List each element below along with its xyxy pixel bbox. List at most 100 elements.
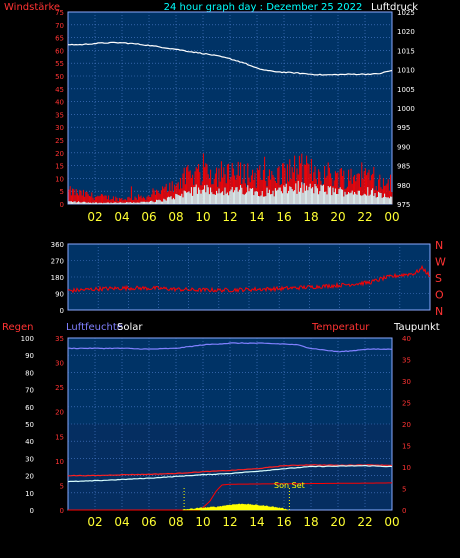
pressure-tick-980: 980 bbox=[397, 182, 410, 190]
sunset-annotation: Son Set bbox=[274, 481, 305, 490]
humidity-tick-10: 10 bbox=[25, 490, 34, 498]
pressure-tick-975: 975 bbox=[397, 201, 410, 209]
wind-x-tick-10: 10 bbox=[195, 210, 210, 224]
solar-axis-title: Solar bbox=[117, 322, 143, 333]
dewpoint-series bbox=[67, 465, 393, 483]
rain-tick-5: 5 bbox=[60, 482, 64, 490]
direction-label-2: S bbox=[435, 272, 442, 285]
wind-tick-0: 0 bbox=[60, 201, 64, 209]
humidity-tick-40: 40 bbox=[25, 438, 34, 446]
pressure-tick-1015: 1015 bbox=[397, 47, 415, 55]
wind-x-tick-14: 14 bbox=[249, 210, 264, 224]
rain-tick-35: 35 bbox=[55, 335, 64, 343]
climate-x-tick-20: 20 bbox=[330, 515, 345, 529]
climate-x-tick-14: 14 bbox=[249, 515, 264, 529]
pressure-series bbox=[67, 41, 393, 76]
climate-x-tick-08: 08 bbox=[168, 515, 183, 529]
pressure-tick-1025: 1025 bbox=[397, 9, 415, 17]
humidity-tick-50: 50 bbox=[25, 421, 34, 429]
direction-tick-360: 360 bbox=[51, 241, 64, 249]
temperature-tick-25: 25 bbox=[402, 400, 411, 408]
humidity-axis-title: Luftfeuchte bbox=[66, 322, 123, 333]
wind-x-tick-06: 06 bbox=[141, 210, 156, 224]
temperature-tick-10: 10 bbox=[402, 464, 411, 472]
wind-tick-5: 5 bbox=[60, 188, 64, 196]
rain-tick-30: 30 bbox=[55, 360, 64, 368]
wind-speed-series bbox=[68, 180, 393, 204]
wind-x-tick-04: 04 bbox=[114, 210, 129, 224]
rain-tick-20: 20 bbox=[55, 409, 64, 417]
rain-tick-25: 25 bbox=[55, 384, 64, 392]
wind-tick-65: 65 bbox=[55, 35, 64, 43]
humidity-series bbox=[67, 342, 393, 353]
wind-tick-70: 70 bbox=[55, 22, 64, 30]
dewpoint-axis-title: Taupunkt bbox=[393, 322, 440, 333]
pressure-tick-1020: 1020 bbox=[397, 28, 415, 36]
wind-axis-title: Windstärke bbox=[4, 2, 60, 13]
wind-x-tick-20: 20 bbox=[330, 210, 345, 224]
direction-label-4: N bbox=[435, 305, 443, 318]
wind-x-tick-02: 02 bbox=[87, 210, 102, 224]
climate-x-tick-02: 02 bbox=[87, 515, 102, 529]
pressure-tick-990: 990 bbox=[397, 143, 410, 151]
humidity-tick-100: 100 bbox=[21, 335, 34, 343]
climate-x-tick-04: 04 bbox=[114, 515, 129, 529]
temperature-tick-40: 40 bbox=[402, 335, 411, 343]
wind-x-tick-18: 18 bbox=[303, 210, 318, 224]
climate-x-tick-16: 16 bbox=[276, 515, 291, 529]
wind-tick-25: 25 bbox=[55, 137, 64, 145]
climate-x-tick-00: 00 bbox=[384, 515, 399, 529]
direction-label-1: W bbox=[435, 256, 446, 269]
wind-tick-75: 75 bbox=[55, 9, 64, 17]
wind-x-tick-00: 00 bbox=[384, 210, 399, 224]
wind-tick-10: 10 bbox=[55, 175, 64, 183]
rain-series bbox=[68, 482, 392, 511]
temperature-tick-5: 5 bbox=[402, 486, 406, 494]
rain-tick-15: 15 bbox=[55, 433, 64, 441]
wind-tick-50: 50 bbox=[55, 73, 64, 81]
temperature-tick-15: 15 bbox=[402, 443, 411, 451]
humidity-tick-60: 60 bbox=[25, 404, 34, 412]
wind-tick-55: 55 bbox=[55, 60, 64, 68]
temperature-tick-30: 30 bbox=[402, 378, 411, 386]
graph-title: 24 hour graph day : Dezember 25 2022 bbox=[164, 2, 363, 13]
wind-x-tick-16: 16 bbox=[276, 210, 291, 224]
wind-tick-60: 60 bbox=[55, 47, 64, 55]
wind-tick-45: 45 bbox=[55, 86, 64, 94]
humidity-tick-0: 0 bbox=[30, 507, 34, 515]
wind-tick-20: 20 bbox=[55, 150, 64, 158]
direction-tick-90: 90 bbox=[55, 291, 64, 299]
direction-tick-180: 180 bbox=[51, 274, 64, 282]
humidity-tick-30: 30 bbox=[25, 455, 34, 463]
temperature-axis-title: Temperatur bbox=[311, 322, 370, 333]
wind-tick-40: 40 bbox=[55, 99, 64, 107]
wind-x-tick-12: 12 bbox=[222, 210, 237, 224]
climate-x-tick-12: 12 bbox=[222, 515, 237, 529]
wind-x-tick-22: 22 bbox=[357, 210, 372, 224]
humidity-tick-80: 80 bbox=[25, 369, 34, 377]
direction-tick-270: 270 bbox=[51, 258, 64, 266]
climate-x-tick-06: 06 bbox=[141, 515, 156, 529]
direction-label-3: O bbox=[435, 289, 444, 302]
wind-x-tick-08: 08 bbox=[168, 210, 183, 224]
temperature-tick-35: 35 bbox=[402, 357, 411, 365]
temperature-tick-20: 20 bbox=[402, 421, 411, 429]
climate-x-tick-10: 10 bbox=[195, 515, 210, 529]
rain-axis-title: Regen bbox=[2, 322, 34, 333]
temperature-tick-0: 0 bbox=[402, 507, 406, 515]
humidity-tick-70: 70 bbox=[25, 387, 34, 395]
wind-tick-15: 15 bbox=[55, 163, 64, 171]
pressure-tick-985: 985 bbox=[397, 163, 410, 171]
humidity-tick-20: 20 bbox=[25, 473, 34, 481]
solar-series bbox=[182, 503, 288, 511]
humidity-tick-90: 90 bbox=[25, 352, 34, 360]
pressure-tick-1010: 1010 bbox=[397, 67, 415, 75]
direction-tick-0: 0 bbox=[60, 307, 64, 315]
pressure-tick-1000: 1000 bbox=[397, 105, 415, 113]
climate-x-tick-18: 18 bbox=[303, 515, 318, 529]
wind-direction-series bbox=[67, 264, 431, 294]
climate-x-tick-22: 22 bbox=[357, 515, 372, 529]
rain-tick-0: 0 bbox=[60, 507, 64, 515]
